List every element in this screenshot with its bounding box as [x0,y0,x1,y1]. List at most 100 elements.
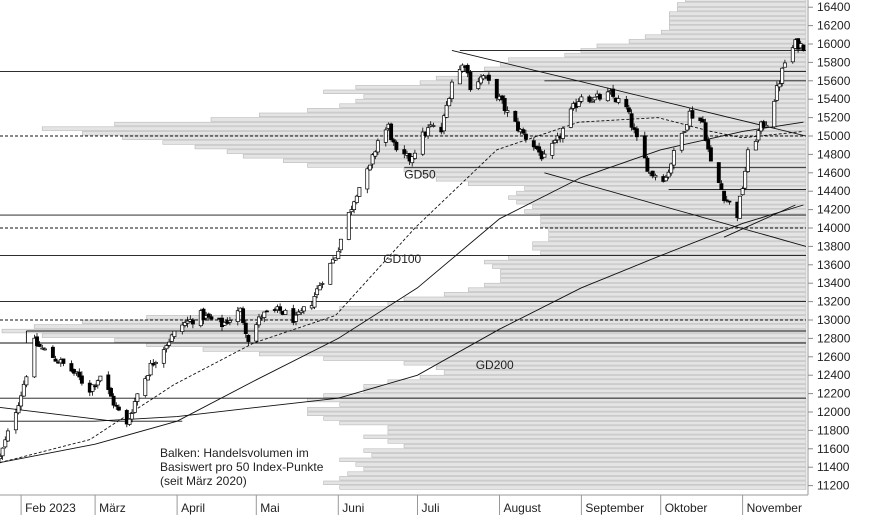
y-tick-label: 13600 [817,258,851,272]
volume-bar [323,393,807,398]
candle-up [130,413,135,420]
candle-up [19,395,24,407]
volume-bar [355,462,807,467]
volume-bar [443,292,807,297]
candle-down [278,306,283,311]
volume-bar [283,158,807,164]
candle-down [35,336,39,346]
candle-down [523,133,528,140]
volume-bar [363,466,807,472]
trend-line [723,204,796,238]
candle-down [53,358,58,362]
candle-down [124,410,129,425]
candle-down [500,95,505,101]
series-label: GD50 [404,167,436,181]
candle-down [642,135,647,159]
moving-average-gd200 [0,204,804,422]
candle-up [161,349,166,364]
candle-down [111,395,116,406]
horizontal-levels [0,49,806,399]
candle-down [703,122,708,141]
candle-down [626,107,631,113]
volume-bar [540,218,807,223]
candle-up [370,154,375,165]
volume-bar [323,416,807,421]
candle-up [235,310,240,322]
volume-bar [564,52,807,58]
candle-up [357,187,362,197]
volume-bar [540,250,807,256]
volume-bar [307,407,807,412]
candle-up [568,108,573,128]
candle-up [167,341,172,346]
candle-down [700,119,705,123]
candle-up [5,430,10,442]
candle-up [576,101,581,107]
volume-bar [403,296,807,302]
candle-down [77,371,82,378]
volume-bar [114,121,807,127]
candle-down [537,146,542,153]
candle-up [333,257,338,261]
candle-down [241,308,246,323]
candle-up [0,447,5,457]
volume-bar [668,20,807,26]
volume-bar [339,402,807,407]
y-tick-label: 14400 [817,184,851,198]
x-tick-label: November [747,501,802,515]
candle-up [172,330,177,337]
volume-bar [363,434,807,440]
volume-bar [467,287,807,292]
candle-down [246,334,251,342]
volume-bar [387,439,807,444]
candle-up [32,337,37,378]
candle-up [328,262,333,285]
candle-up [553,140,557,144]
volume-bar [435,75,807,81]
candle-down [513,110,518,122]
candle-up [685,124,690,131]
volume-bar [403,443,807,449]
volume-bar [500,273,807,279]
volume-bar [484,282,807,288]
candle-up [185,320,190,324]
candle-up [740,188,745,196]
candle-up [283,309,288,315]
candle-down [151,363,156,366]
candle-down [587,96,592,102]
volume-bar [668,11,807,16]
candle-up [687,110,692,127]
candle-up [336,250,341,259]
candle-up [317,285,322,291]
y-tick-label: 15000 [817,129,851,143]
candle-up [542,153,547,158]
volume-bar [628,39,807,44]
trend-line [544,172,807,247]
volume-bar [524,209,807,214]
candle-down [761,121,766,128]
volume-bar [387,425,807,430]
candle-down [645,157,650,172]
candle-up [312,296,317,308]
candle-up [653,175,658,178]
volume-bar [146,342,807,348]
y-tick-label: 11200 [817,479,850,493]
candle-up [616,98,621,103]
series-label: GD200 [476,358,514,372]
candle-up [682,131,687,133]
candle-up [444,104,449,118]
candle-up [254,324,259,342]
candle-up [338,238,343,251]
y-tick-label: 13800 [817,239,851,253]
volume-bar [467,181,807,187]
candle-up [780,67,785,84]
y-tick-label: 11800 [817,423,850,437]
candle-down [727,200,732,203]
volume-bar [258,351,807,357]
y-tick-label: 14200 [817,203,851,217]
candle-down [629,113,634,128]
volume-bar [540,213,807,219]
volume-bar [500,269,807,274]
x-tick-label: Juni [342,501,364,515]
